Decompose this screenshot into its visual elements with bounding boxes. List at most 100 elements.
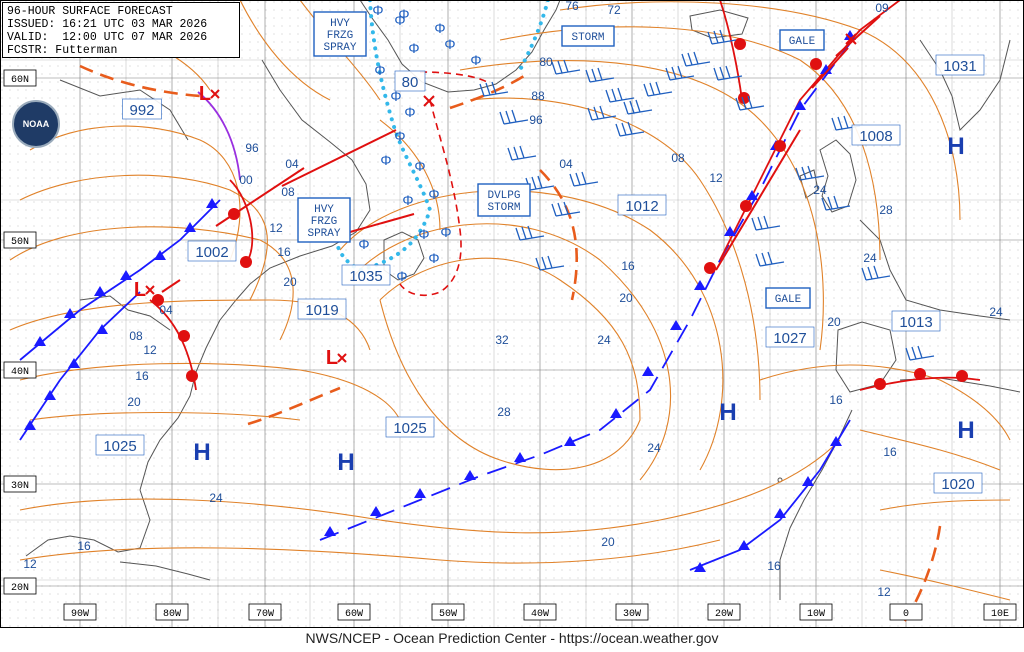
wind-barb-icon xyxy=(569,171,599,187)
warm-front-semicircle-icon xyxy=(810,58,822,70)
pressure-value-box xyxy=(851,124,901,146)
low-pressure-symbol: L xyxy=(326,347,338,369)
lat-label: 60N xyxy=(11,75,29,86)
isobar-label: 32 xyxy=(495,333,509,347)
cold-front-triangle-icon xyxy=(34,336,46,346)
warm-front-semicircle-icon xyxy=(178,330,190,342)
lon-label-box xyxy=(523,603,557,621)
low-pressure-symbol: L xyxy=(134,279,146,301)
isobar-label: 28 xyxy=(497,405,511,419)
wind-barb-icon xyxy=(615,121,645,137)
warning-text: STORM xyxy=(571,32,604,44)
lon-label: 90W xyxy=(71,609,89,620)
warm-front-semicircle-icon xyxy=(740,200,752,212)
isobar-label: 16 xyxy=(77,539,91,553)
isobar-label: 12 xyxy=(143,343,157,357)
pressure-value-box xyxy=(891,310,941,332)
ice-accretion-icon: Φ xyxy=(408,40,419,56)
isobar-label: 96 xyxy=(245,141,259,155)
troughs xyxy=(79,64,942,628)
warning-text: GALE xyxy=(789,36,816,48)
ice-accretion-icon: Φ xyxy=(402,192,413,208)
lat-label-box xyxy=(3,69,37,87)
warm-front-semicircle-icon xyxy=(956,370,968,382)
forecast-header: 96-HOUR SURFACE FORECAST ISSUED: 16:21 U… xyxy=(2,2,240,58)
cold-front-triangle-icon xyxy=(802,476,814,486)
pressure-value: 1013 xyxy=(899,314,932,331)
cold-front-triangle-icon xyxy=(610,408,622,418)
lat-label: 40N xyxy=(11,367,29,378)
pressure-value: 80 xyxy=(402,74,419,91)
cold-front-triangle-icon xyxy=(184,222,196,232)
isobar-label: 08 xyxy=(281,185,295,199)
isobar-label: 24 xyxy=(597,333,611,347)
isobar-label: 28 xyxy=(879,203,893,217)
lon-label-box xyxy=(63,603,97,621)
isobar-label: 88 xyxy=(531,89,545,103)
cold-front-triangle-icon xyxy=(830,436,842,446)
pressure-value-box xyxy=(385,416,435,438)
pressure-value: 1002 xyxy=(195,244,228,261)
footer-credit: NWS/NCEP - Ocean Prediction Center - htt… xyxy=(305,630,719,646)
cold-front-triangle-icon xyxy=(154,250,166,260)
forecaster-name: FCSTR: Futterman xyxy=(7,44,118,57)
warm-front-semicircle-icon xyxy=(704,262,716,274)
warning-text: FRZG xyxy=(327,30,353,42)
isobar-label: 12 xyxy=(709,171,723,185)
warm-front-semicircle-icon xyxy=(186,370,198,382)
cold-front-triangle-icon xyxy=(738,540,750,550)
wind-barb-icon xyxy=(585,67,615,83)
wind-barb-icon xyxy=(551,59,581,75)
lat-label: 50N xyxy=(11,237,29,248)
warning-box xyxy=(561,25,615,47)
isobar-label: 16 xyxy=(829,393,843,407)
ice-accretion-icon: Φ xyxy=(394,128,405,144)
isobars xyxy=(9,0,1011,601)
wind-barb-icon xyxy=(643,81,673,97)
low-center-x-icon xyxy=(145,285,155,295)
lon-label-box xyxy=(983,603,1017,621)
pressure-value: 1012 xyxy=(625,198,658,215)
ice-accretion-icon: Φ xyxy=(398,6,409,22)
high-pressure-symbol: H xyxy=(719,399,736,426)
low-center-x-icon xyxy=(337,353,347,363)
pressure-value-box xyxy=(617,194,667,216)
isobar-label: 00 xyxy=(239,173,253,187)
cold-front-triangle-icon xyxy=(564,436,576,446)
wind-barb-icon xyxy=(821,195,851,211)
isobar-label: 16 xyxy=(277,245,291,259)
isobar-label: 12 xyxy=(877,585,891,599)
pressure-value: 1025 xyxy=(393,420,426,437)
warm-front-semicircle-icon xyxy=(738,92,750,104)
wind-barb-icon xyxy=(551,201,581,217)
warning-text: SPRAY xyxy=(323,42,356,54)
wind-barb-icon xyxy=(515,225,545,241)
lon-label-box xyxy=(431,603,465,621)
high-pressure-symbol: H xyxy=(337,449,354,476)
ice-accretion-icon: Φ xyxy=(418,226,429,242)
lon-label: 10W xyxy=(807,609,825,620)
isobar-label: 09 xyxy=(875,1,889,15)
lat-label-box xyxy=(3,475,37,493)
lon-label-box xyxy=(707,603,741,621)
cold-front-triangle-icon xyxy=(68,358,80,368)
wind-barb-icon xyxy=(507,145,537,161)
cold-front-triangle-icon xyxy=(746,190,758,200)
isobar-label: 96 xyxy=(529,113,543,127)
warm-front-semicircle-icon xyxy=(914,368,926,380)
warning-text: FRZG xyxy=(311,216,337,228)
isobar-label: 24 xyxy=(813,183,827,197)
lon-label: 0 xyxy=(903,609,909,620)
ice-accretion-icon: Φ xyxy=(374,62,385,78)
isobar-label: 20 xyxy=(127,395,141,409)
cold-front-triangle-icon xyxy=(820,64,832,74)
pressure-value-box xyxy=(935,54,985,76)
cold-front-triangle-icon xyxy=(94,286,106,296)
wind-barb-icon xyxy=(535,255,565,271)
lat-label-box xyxy=(3,361,37,379)
isobar-label: 12 xyxy=(23,557,37,571)
cold-front-triangle-icon xyxy=(370,506,382,516)
low-center-x-icon xyxy=(210,89,220,99)
storm-area-outline xyxy=(399,71,491,297)
lon-label-box xyxy=(337,603,371,621)
